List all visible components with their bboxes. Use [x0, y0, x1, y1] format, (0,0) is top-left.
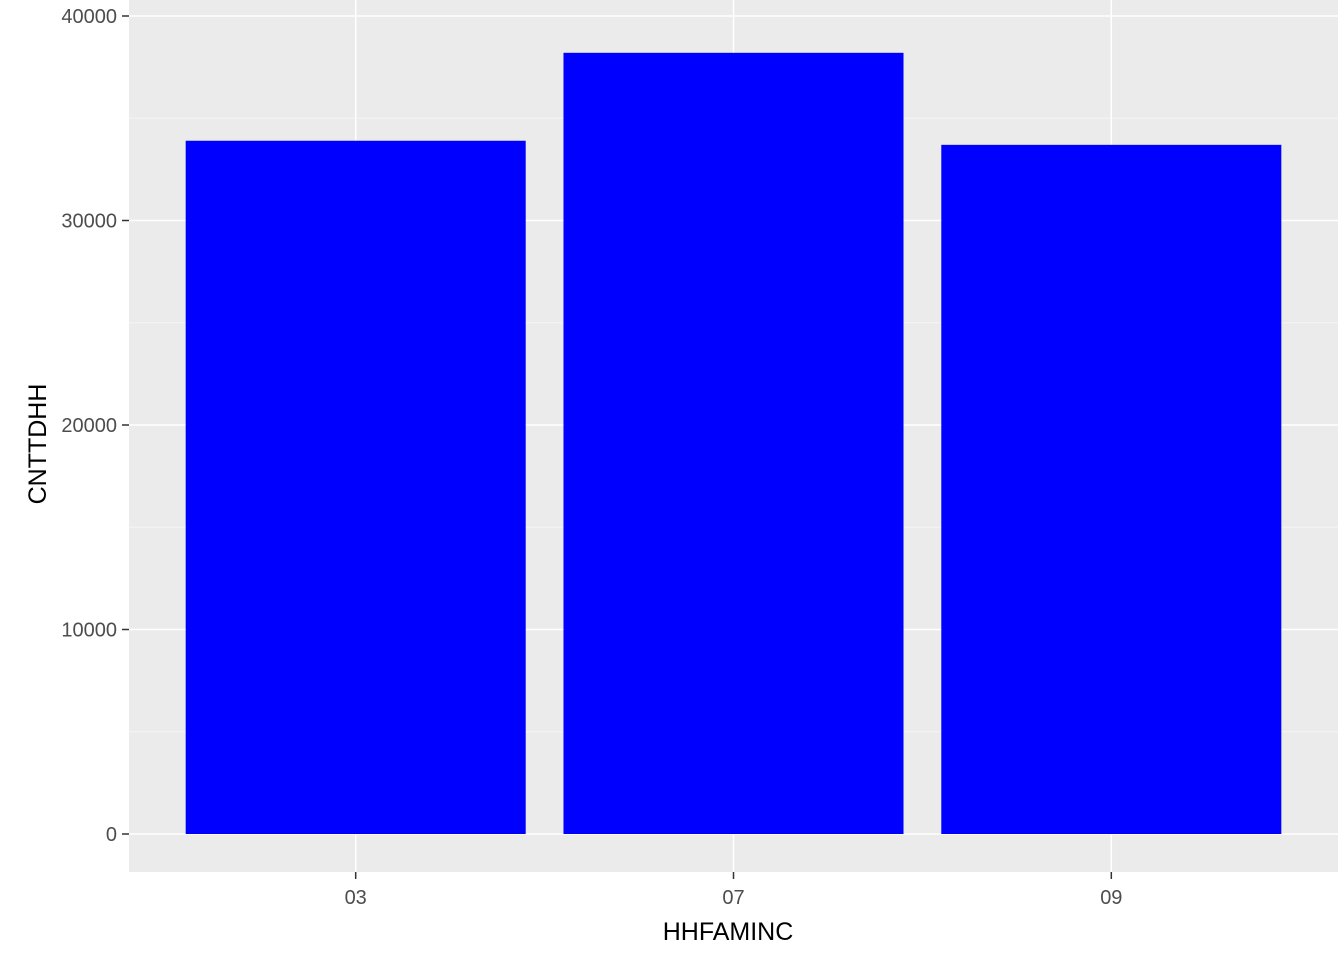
x-axis-title: HHFAMINC [663, 918, 794, 946]
y-tick-label: 0 [106, 824, 117, 846]
y-tick-label: 30000 [61, 211, 117, 233]
y-tick-label: 20000 [61, 415, 117, 437]
y-tick-label: 10000 [61, 620, 117, 642]
y-axis-title: CNTTDHH [24, 384, 52, 505]
bar-09 [941, 144, 1282, 834]
x-tick-label: 03 [345, 887, 367, 909]
y-axis: 0 10000 20000 30000 40000 [61, 6, 129, 846]
x-tick-label: 09 [1100, 887, 1122, 909]
bar-03 [185, 140, 526, 834]
x-axis: 03 07 09 [345, 872, 1122, 909]
x-tick-label: 07 [722, 887, 744, 909]
bars [185, 52, 1282, 835]
bar-07 [563, 52, 904, 835]
y-tick-label: 40000 [61, 6, 117, 28]
